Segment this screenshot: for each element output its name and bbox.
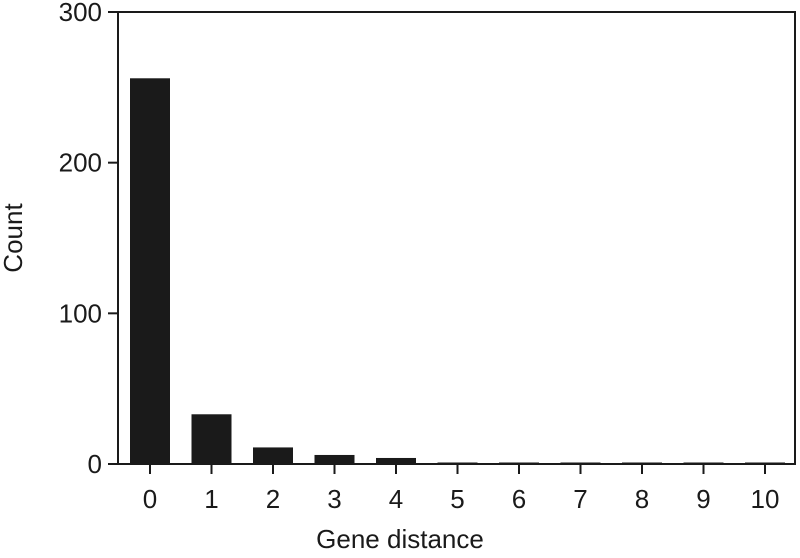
bar [560,462,601,464]
bar [191,414,232,464]
x-tick-label: 9 [696,484,710,514]
bar [683,462,724,464]
bar [253,447,293,464]
y-tick-label: 200 [59,148,102,178]
x-tick-label: 10 [751,484,780,514]
x-tick-label: 6 [512,484,526,514]
x-tick-label: 5 [450,484,464,514]
x-axis-label: Gene distance [316,524,484,554]
bar [314,454,355,464]
y-tick-label: 0 [88,449,102,479]
bar [745,462,785,464]
y-axis-label: Count [0,203,28,273]
x-tick-label: 1 [204,484,218,514]
bar [499,462,539,464]
bar [376,457,416,464]
x-tick-label: 8 [635,484,649,514]
plot-frame [117,11,796,465]
bar [622,462,662,464]
bar [130,78,170,464]
y-tick-label: 300 [59,0,102,27]
x-tick-label: 2 [266,484,280,514]
x-tick-label: 7 [573,484,587,514]
x-tick-label: 0 [143,484,157,514]
y-tick-label: 100 [59,298,102,328]
x-tick-label: 3 [327,484,341,514]
x-tick-label: 4 [389,484,403,514]
bar [437,462,478,464]
